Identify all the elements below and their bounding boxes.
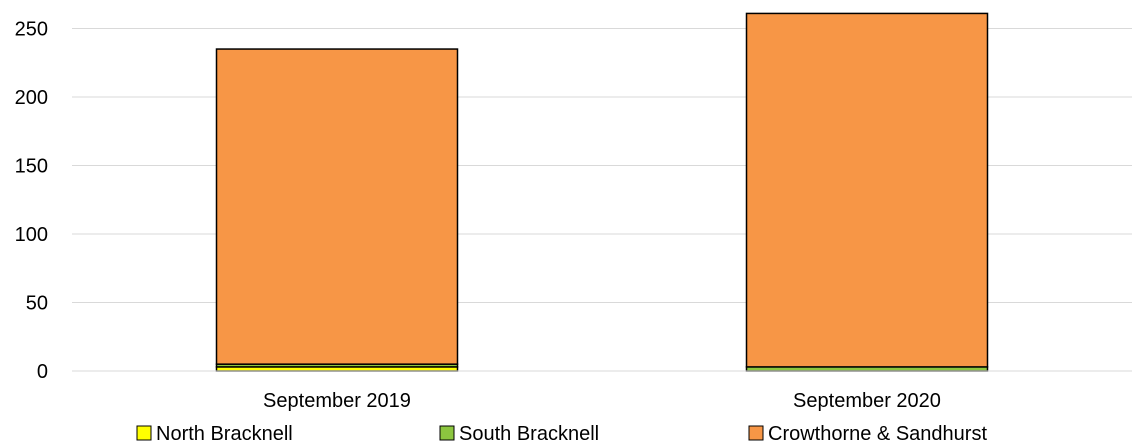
legend-label-north-bracknell: North Bracknell	[156, 423, 293, 445]
legend-swatch-crowthorne-sandhurst	[748, 425, 764, 441]
bar-segment-crowthorne-sandhurst	[215, 48, 459, 365]
y-axis: 0 50 100 150 200 250	[15, 19, 48, 384]
legend-swatch-south-bracknell	[439, 425, 455, 441]
x-category-label: September 2020	[793, 390, 941, 412]
y-tick-label: 250	[15, 19, 48, 41]
bars	[215, 12, 989, 372]
y-tick-label: 0	[37, 361, 48, 383]
bar-segment-crowthorne-sandhurst	[745, 12, 989, 368]
x-axis-labels: September 2019 September 2020	[263, 390, 941, 412]
y-tick-label: 200	[15, 87, 48, 109]
y-tick-label: 100	[15, 224, 48, 246]
legend: North Bracknell South Bracknell Crowthorne…	[136, 423, 987, 445]
legend-label-crowthorne-sandhurst: Crowthorne & Sandhurst	[768, 423, 987, 445]
legend-label-south-bracknell: South Bracknell	[459, 423, 599, 445]
legend-swatch-north-bracknell	[136, 425, 152, 441]
y-tick-label: 150	[15, 156, 48, 178]
y-tick-label: 50	[26, 293, 48, 315]
x-category-label: September 2019	[263, 390, 411, 412]
